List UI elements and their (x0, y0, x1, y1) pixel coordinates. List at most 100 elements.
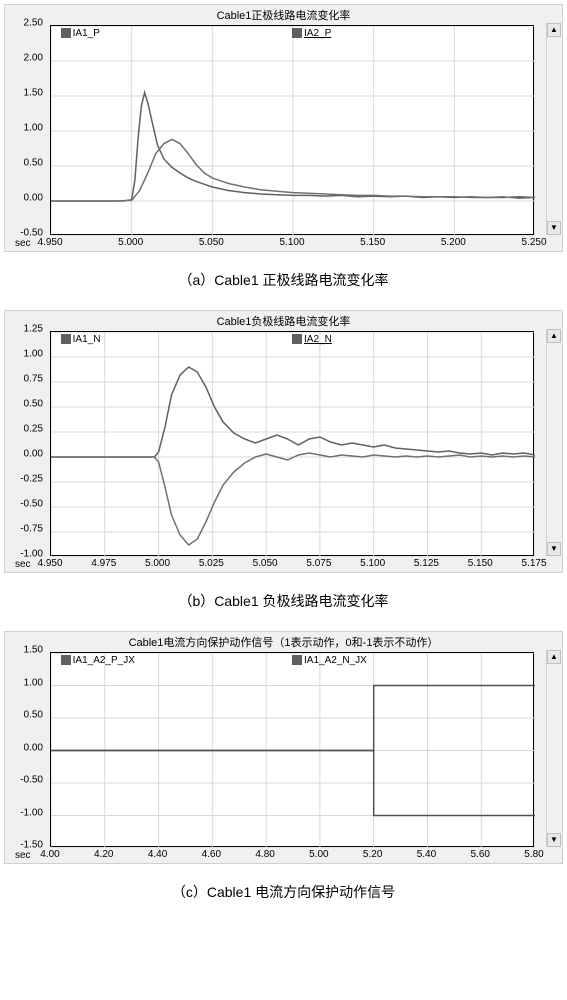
plot-area: IA1_P IA2_P (50, 25, 534, 235)
subfigure-caption: （b）Cable1 负极线路电流变化率 (4, 577, 563, 631)
x-tick-label: 5.025 (199, 558, 224, 569)
x-tick-label: 5.000 (118, 237, 143, 248)
legend-entry: IA1_P (61, 28, 100, 39)
x-tick-label: 5.050 (199, 237, 224, 248)
x-tick-label: 5.175 (521, 558, 546, 569)
x-tick-label: 5.150 (360, 237, 385, 248)
chart-title: Cable1正极线路电流变化率 (5, 5, 562, 25)
y-tick-label: -0.25 (20, 474, 43, 485)
legend-swatch (292, 655, 302, 665)
vertical-scrollbar[interactable]: ▲▼ (546, 650, 562, 847)
chart-svg (51, 332, 535, 557)
x-tick-label: 5.80 (524, 849, 543, 860)
x-tick-label: 4.950 (37, 237, 62, 248)
y-tick-label: -1.00 (20, 807, 43, 818)
x-axis-unit-label: sec (15, 850, 31, 861)
x-axis-unit-label: sec (15, 238, 31, 249)
vertical-scrollbar[interactable]: ▲▼ (546, 23, 562, 235)
legend-label: IA1_A2_N_JX (304, 655, 367, 666)
x-axis: 4.004.204.404.604.805.005.205.405.605.80 (50, 847, 534, 863)
series-line-1 (51, 453, 535, 545)
x-tick-label: 4.40 (148, 849, 167, 860)
x-tick-label: 4.20 (94, 849, 113, 860)
x-tick-label: 5.40 (417, 849, 436, 860)
x-tick-label: 4.80 (255, 849, 274, 860)
y-tick-label: 1.50 (24, 645, 43, 656)
y-tick-label: 0.50 (24, 399, 43, 410)
x-tick-label: 5.200 (441, 237, 466, 248)
x-axis: 4.9505.0005.0505.1005.1505.2005.250 (50, 235, 534, 251)
legend-entry: IA1_A2_P_JX (61, 655, 135, 666)
y-tick-label: 1.00 (24, 677, 43, 688)
chart-svg (51, 26, 535, 236)
y-tick-label: 0.50 (24, 710, 43, 721)
legend-swatch (292, 28, 302, 38)
x-tick-label: 5.20 (363, 849, 382, 860)
y-tick-label: -0.50 (20, 499, 43, 510)
x-tick-label: 5.050 (253, 558, 278, 569)
scroll-down-icon[interactable]: ▼ (547, 833, 561, 847)
chart-title: Cable1电流方向保护动作信号（1表示动作，0和-1表示不动作） (5, 632, 562, 652)
y-tick-label: 2.00 (24, 53, 43, 64)
x-tick-label: 5.250 (521, 237, 546, 248)
x-tick-label: 5.150 (468, 558, 493, 569)
y-axis: -1.50-1.00-0.500.000.501.001.50 (5, 650, 47, 845)
x-tick-label: 5.000 (145, 558, 170, 569)
legend-swatch (292, 334, 302, 344)
x-tick-label: 5.60 (470, 849, 489, 860)
chart-panel-a: Cable1正极线路电流变化率-0.500.000.501.001.502.00… (4, 4, 563, 252)
y-tick-label: 2.50 (24, 18, 43, 29)
x-tick-label: 5.100 (360, 558, 385, 569)
x-axis: 4.9504.9755.0005.0255.0505.0755.1005.125… (50, 556, 534, 572)
legend-label: IA2_N (304, 334, 332, 345)
legend-swatch (61, 334, 71, 344)
y-tick-label: 0.75 (24, 374, 43, 385)
scroll-down-icon[interactable]: ▼ (547, 221, 561, 235)
subfigure-caption: （a）Cable1 正极线路电流变化率 (4, 256, 563, 310)
chart-panel-c: Cable1电流方向保护动作信号（1表示动作，0和-1表示不动作）-1.50-1… (4, 631, 563, 864)
x-tick-label: 4.950 (37, 558, 62, 569)
y-tick-label: 1.25 (24, 324, 43, 335)
subfigure-caption: （c）Cable1 电流方向保护动作信号 (4, 868, 563, 922)
y-tick-label: 0.00 (24, 742, 43, 753)
x-tick-label: 5.075 (306, 558, 331, 569)
y-axis: -0.500.000.501.001.502.002.50 (5, 23, 47, 233)
y-tick-label: 0.50 (24, 158, 43, 169)
legend-label: IA1_A2_P_JX (73, 655, 135, 666)
legend-entry: IA2_N (292, 334, 332, 345)
scroll-up-icon[interactable]: ▲ (547, 650, 561, 664)
y-tick-label: 0.25 (24, 424, 43, 435)
y-tick-label: 1.50 (24, 88, 43, 99)
legend-entry: IA2_P (292, 28, 331, 39)
x-axis-unit-label: sec (15, 559, 31, 570)
scroll-up-icon[interactable]: ▲ (547, 329, 561, 343)
x-tick-label: 4.60 (202, 849, 221, 860)
x-tick-label: 4.00 (40, 849, 59, 860)
plot-area: IA1_N IA2_N (50, 331, 534, 556)
y-tick-label: 1.00 (24, 349, 43, 360)
x-tick-label: 5.125 (414, 558, 439, 569)
vertical-scrollbar[interactable]: ▲▼ (546, 329, 562, 556)
y-tick-label: -0.50 (20, 775, 43, 786)
legend-label: IA1_N (73, 334, 101, 345)
legend-entry: IA1_N (61, 334, 101, 345)
chart-panel-b: Cable1负极线路电流变化率-1.00-0.75-0.50-0.250.000… (4, 310, 563, 573)
y-tick-label: -0.75 (20, 524, 43, 535)
series-line-0 (51, 367, 535, 457)
y-axis: -1.00-0.75-0.50-0.250.000.250.500.751.00… (5, 329, 47, 554)
y-tick-label: 0.00 (24, 193, 43, 204)
chart-title: Cable1负极线路电流变化率 (5, 311, 562, 331)
legend-entry: IA1_A2_N_JX (292, 655, 367, 666)
y-tick-label: 0.00 (24, 449, 43, 460)
x-tick-label: 5.00 (309, 849, 328, 860)
legend-swatch (61, 28, 71, 38)
scroll-down-icon[interactable]: ▼ (547, 542, 561, 556)
x-tick-label: 5.100 (279, 237, 304, 248)
legend-label: IA1_P (73, 28, 100, 39)
legend-label: IA2_P (304, 28, 331, 39)
y-tick-label: 1.00 (24, 123, 43, 134)
plot-area: IA1_A2_P_JX IA1_A2_N_JX (50, 652, 534, 847)
x-tick-label: 4.975 (91, 558, 116, 569)
scroll-up-icon[interactable]: ▲ (547, 23, 561, 37)
legend-swatch (61, 655, 71, 665)
